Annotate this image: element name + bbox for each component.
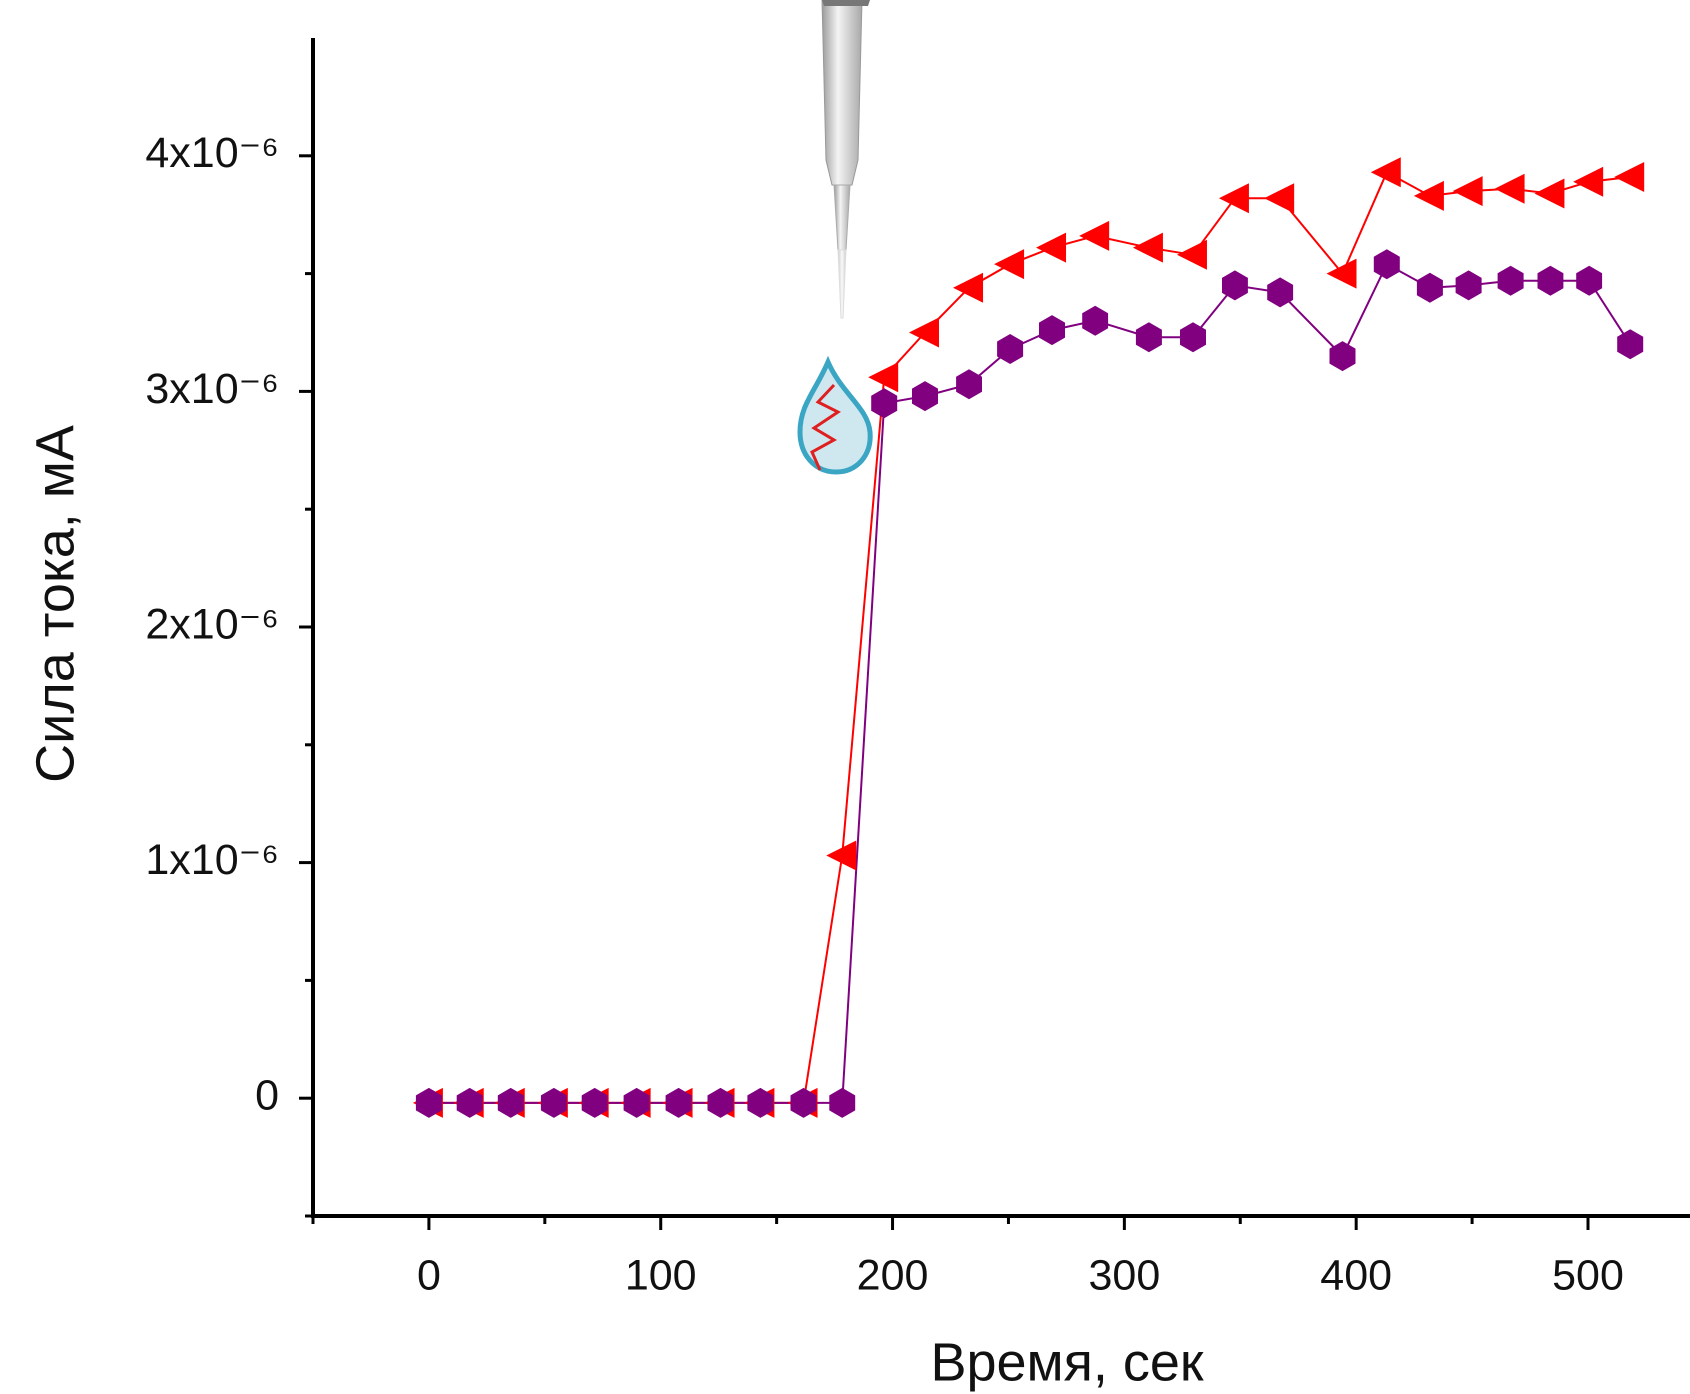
triangle-marker <box>1079 220 1110 251</box>
x-tick-label: 300 <box>1088 1251 1160 1299</box>
hexagon-marker <box>1039 315 1065 346</box>
x-axis-title: Время, сек <box>930 1332 1203 1392</box>
y-axis-title: Сила тока, мА <box>25 425 85 783</box>
triangle-marker <box>826 840 857 871</box>
hexagon-marker <box>1576 265 1603 296</box>
series-line <box>428 262 1632 1104</box>
triangle-marker <box>909 317 939 348</box>
triangle-marker <box>1413 180 1444 211</box>
hexagon-marker <box>415 1087 442 1118</box>
hexagon-marker <box>829 1087 856 1118</box>
x-tick-label: 400 <box>1320 1251 1392 1299</box>
triangle-marker <box>1573 166 1604 197</box>
triangle-marker <box>1264 183 1295 214</box>
triangle-marker <box>994 249 1025 280</box>
hexagon-marker <box>1180 322 1206 353</box>
hexagon-marker <box>1222 270 1248 301</box>
hexagon-marker <box>871 388 898 419</box>
hexagon-marker <box>997 334 1024 364</box>
triangle-marker <box>1218 183 1249 214</box>
y-tick-label: 2x10⁻⁶ <box>145 600 279 648</box>
hexagon-marker <box>912 381 938 412</box>
hexagon-marker <box>1416 272 1443 303</box>
hexagon-marker <box>540 1087 567 1118</box>
hexagon-marker <box>1329 341 1356 372</box>
x-tick-label: 0 <box>417 1251 441 1299</box>
hexagon-marker <box>623 1087 650 1118</box>
y-tick-label: 3x10⁻⁶ <box>145 365 279 413</box>
hexagon-marker <box>1135 322 1162 353</box>
hexagon-marker <box>497 1087 524 1118</box>
hexagon-marker <box>1537 265 1564 296</box>
hexagon-marker <box>707 1087 734 1118</box>
hexagon-marker <box>1373 249 1400 280</box>
hexagon-marker <box>956 369 982 400</box>
hexagon-marker <box>747 1087 774 1118</box>
series-line <box>428 170 1631 1104</box>
triangle-marker <box>1534 178 1565 209</box>
x-tick-label: 100 <box>625 1251 697 1299</box>
hexagon-marker <box>581 1087 608 1118</box>
triangle-marker <box>1494 173 1525 204</box>
triangle-marker <box>1614 162 1645 193</box>
x-tick-label: 200 <box>857 1251 929 1299</box>
triangle-marker <box>1036 232 1067 263</box>
hexagon-marker <box>1497 265 1524 296</box>
y-tick-label: 1x10⁻⁶ <box>145 836 279 884</box>
hexagon-marker <box>456 1087 483 1118</box>
hexagon-marker <box>790 1087 817 1118</box>
triangle-marker <box>1452 176 1483 207</box>
triangle-marker <box>868 362 899 393</box>
triangle-marker <box>1176 239 1207 270</box>
hexagon-marker <box>1617 329 1644 360</box>
hexagon-marker <box>665 1087 692 1118</box>
y-tick-label: 0 <box>255 1072 279 1120</box>
triangle-marker <box>953 272 984 303</box>
y-tick-label: 4x10⁻⁶ <box>145 129 279 177</box>
hexagon-marker <box>1455 270 1482 301</box>
triangle-marker <box>1370 157 1401 188</box>
pipette-illustration <box>821 0 870 319</box>
droplet-illustration <box>797 355 873 475</box>
triangle-marker <box>1326 258 1357 289</box>
triangle-marker <box>1132 232 1163 263</box>
hexagon-marker <box>1267 277 1294 308</box>
hexagon-marker <box>1082 305 1109 336</box>
x-tick-label: 500 <box>1552 1251 1624 1299</box>
